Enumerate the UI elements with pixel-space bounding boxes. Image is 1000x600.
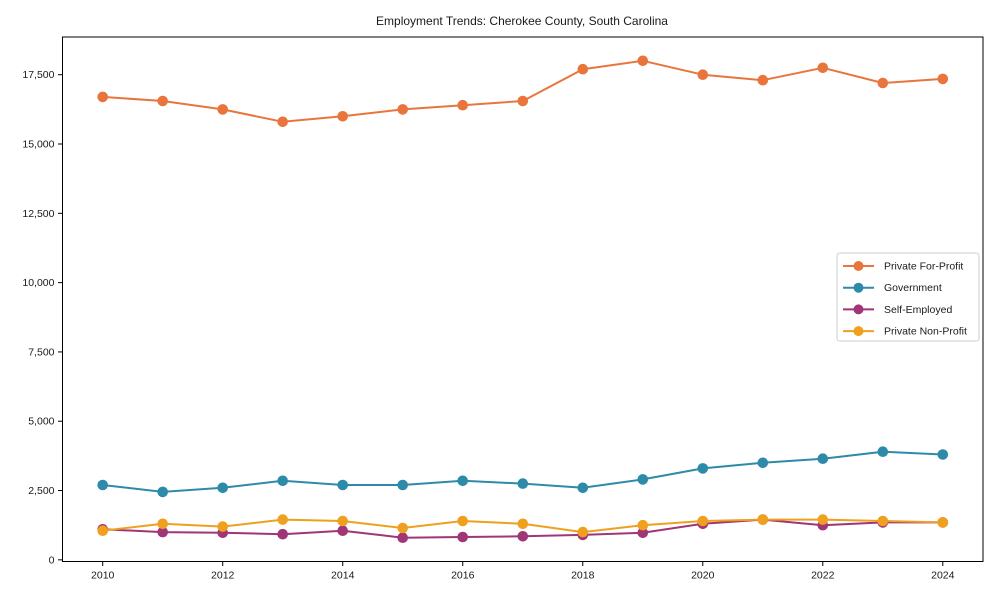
data-point — [157, 95, 168, 107]
data-point — [637, 55, 649, 67]
legend-marker-dot — [853, 261, 864, 271]
data-point — [517, 478, 529, 489]
data-point — [157, 526, 168, 538]
data-point — [337, 515, 349, 527]
data-point — [397, 104, 409, 115]
data-point — [157, 486, 168, 498]
data-point — [457, 531, 469, 543]
data-point — [577, 63, 589, 75]
data-point — [277, 528, 289, 540]
x-tick-label: 2014 — [331, 570, 355, 582]
y-tick-label: 15,000 — [22, 139, 54, 151]
data-point — [157, 518, 168, 530]
data-point — [697, 463, 709, 474]
data-point — [217, 104, 228, 115]
legend-item: Self-Employed — [843, 304, 952, 316]
y-tick-label: 12,500 — [22, 208, 54, 220]
data-point — [97, 479, 108, 491]
x-tick-label: 2010 — [91, 570, 115, 582]
data-point — [937, 449, 949, 460]
y-tick-label: 10,000 — [22, 277, 54, 289]
x-tick-label: 2018 — [571, 570, 595, 582]
data-point — [397, 479, 409, 491]
data-point — [697, 515, 709, 527]
x-tick-label: 2020 — [691, 570, 715, 582]
data-point — [517, 95, 529, 107]
legend-item-label: Self-Employed — [884, 304, 952, 316]
data-point — [877, 77, 889, 89]
y-tick-label: 2,500 — [28, 485, 54, 497]
data-point — [577, 482, 589, 494]
y-tick-label: 7,500 — [28, 346, 54, 358]
y-tick-label: 17,500 — [22, 69, 54, 81]
data-point — [397, 522, 409, 534]
legend-marker-dot — [853, 282, 864, 293]
chart-title: Employment Trends: Cherokee County, Sout… — [376, 14, 668, 28]
data-point — [97, 525, 108, 536]
legend-box — [836, 252, 980, 342]
data-point — [637, 527, 649, 539]
data-point — [757, 457, 769, 469]
data-point — [337, 111, 349, 122]
x-tick-label: 2024 — [931, 570, 955, 582]
data-point — [397, 532, 409, 543]
data-point — [937, 73, 949, 85]
data-point — [517, 518, 529, 530]
data-point — [457, 99, 469, 111]
data-point — [637, 519, 649, 531]
data-point — [817, 453, 829, 465]
legend-marker-dot — [853, 304, 864, 315]
y-tick-label: 0 — [49, 554, 55, 566]
data-point — [457, 515, 469, 527]
data-point — [937, 517, 949, 528]
data-point — [577, 526, 589, 538]
data-point — [877, 515, 889, 527]
legend-item: Private Non-Profit — [843, 326, 967, 338]
data-point — [517, 531, 529, 542]
data-point — [457, 475, 469, 487]
data-point — [637, 474, 649, 485]
x-tick-label: 2012 — [211, 570, 235, 582]
legend: Private For-Profit Government Self-Employe… — [836, 252, 980, 342]
legend-item: Private For-Profit — [843, 261, 963, 273]
data-point — [217, 482, 228, 494]
data-point — [697, 69, 709, 80]
data-point — [817, 514, 829, 525]
data-point — [277, 116, 289, 128]
x-tick-label: 2016 — [451, 570, 475, 582]
series-line-private-for-profit — [102, 59, 943, 123]
legend-item: Government — [843, 282, 942, 294]
data-point — [217, 521, 228, 532]
data-point — [277, 514, 289, 525]
data-point — [757, 514, 769, 525]
data-point — [277, 475, 289, 487]
legend-item-label: Private For-Profit — [884, 261, 963, 273]
x-tick-label: 2022 — [811, 570, 835, 582]
legend-item-label: Private Non-Profit — [884, 326, 967, 338]
legend-marker-dot — [853, 326, 864, 337]
data-point — [97, 91, 108, 103]
y-tick-label: 5,000 — [28, 416, 54, 428]
legend-item-label: Government — [884, 282, 942, 294]
data-point — [817, 62, 829, 74]
plot-area: 0 2,500 5,000 7,500 10,000 12,500 15,000 17,500… — [22, 36, 984, 582]
data-point — [337, 525, 349, 536]
data-point — [337, 479, 349, 491]
data-point — [877, 446, 889, 458]
plot-frame — [62, 36, 984, 562]
data-point — [757, 74, 769, 86]
